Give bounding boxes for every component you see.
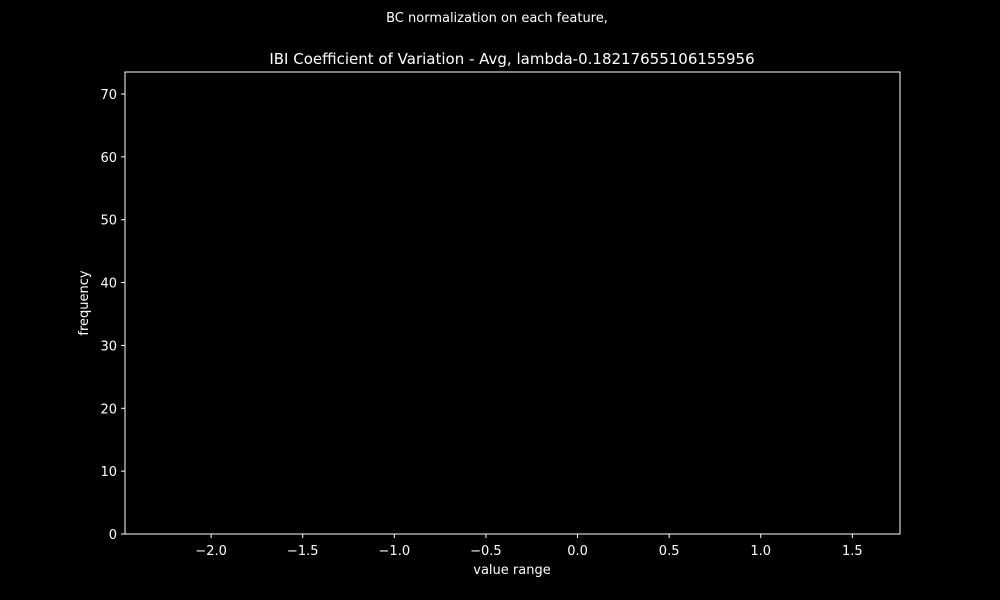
y-tick-label: 30: [100, 339, 117, 354]
y-tick-label: 50: [100, 214, 117, 229]
chart-suptitle: BC normalization on each feature,: [386, 11, 608, 26]
x-axis-label: value range: [473, 563, 550, 578]
y-tick-label: 0: [109, 528, 117, 543]
chart-title: IBI Coefficient of Variation - Avg, lamb…: [269, 50, 754, 68]
x-axis-ticks: −2.0 −1.5 −1.0 −0.5 0.0 0.5 1.0 1.5: [195, 534, 863, 559]
x-tick-label: −0.5: [470, 544, 502, 559]
x-tick-label: 0.5: [659, 544, 680, 559]
y-tick-label: 70: [100, 88, 117, 103]
y-tick-label: 60: [100, 151, 117, 166]
y-tick-label: 10: [100, 465, 117, 480]
y-tick-label: 20: [100, 402, 117, 417]
x-tick-label: 1.5: [842, 544, 863, 559]
plot-area: [124, 71, 901, 535]
y-tick-label: 40: [100, 277, 117, 292]
x-tick-label: 1.0: [750, 544, 771, 559]
x-tick-label: −1.5: [287, 544, 319, 559]
y-axis-label: frequency: [77, 270, 92, 336]
x-tick-label: 0.0: [567, 544, 588, 559]
x-tick-label: −2.0: [195, 544, 227, 559]
x-tick-label: −1.0: [379, 544, 411, 559]
y-axis-ticks: 0 10 20 30 40 50 60 70: [100, 88, 125, 543]
